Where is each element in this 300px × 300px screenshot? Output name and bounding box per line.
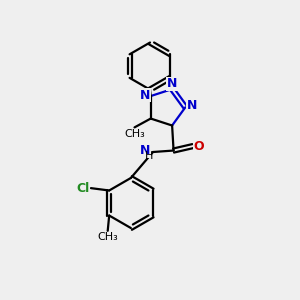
Text: Cl: Cl bbox=[76, 182, 90, 195]
Text: N: N bbox=[140, 144, 150, 157]
Text: N: N bbox=[167, 77, 177, 90]
Text: N: N bbox=[140, 89, 151, 102]
Text: H: H bbox=[145, 151, 153, 161]
Text: CH₃: CH₃ bbox=[97, 232, 118, 242]
Text: O: O bbox=[193, 140, 204, 153]
Text: N: N bbox=[187, 99, 197, 112]
Text: CH₃: CH₃ bbox=[124, 129, 145, 139]
